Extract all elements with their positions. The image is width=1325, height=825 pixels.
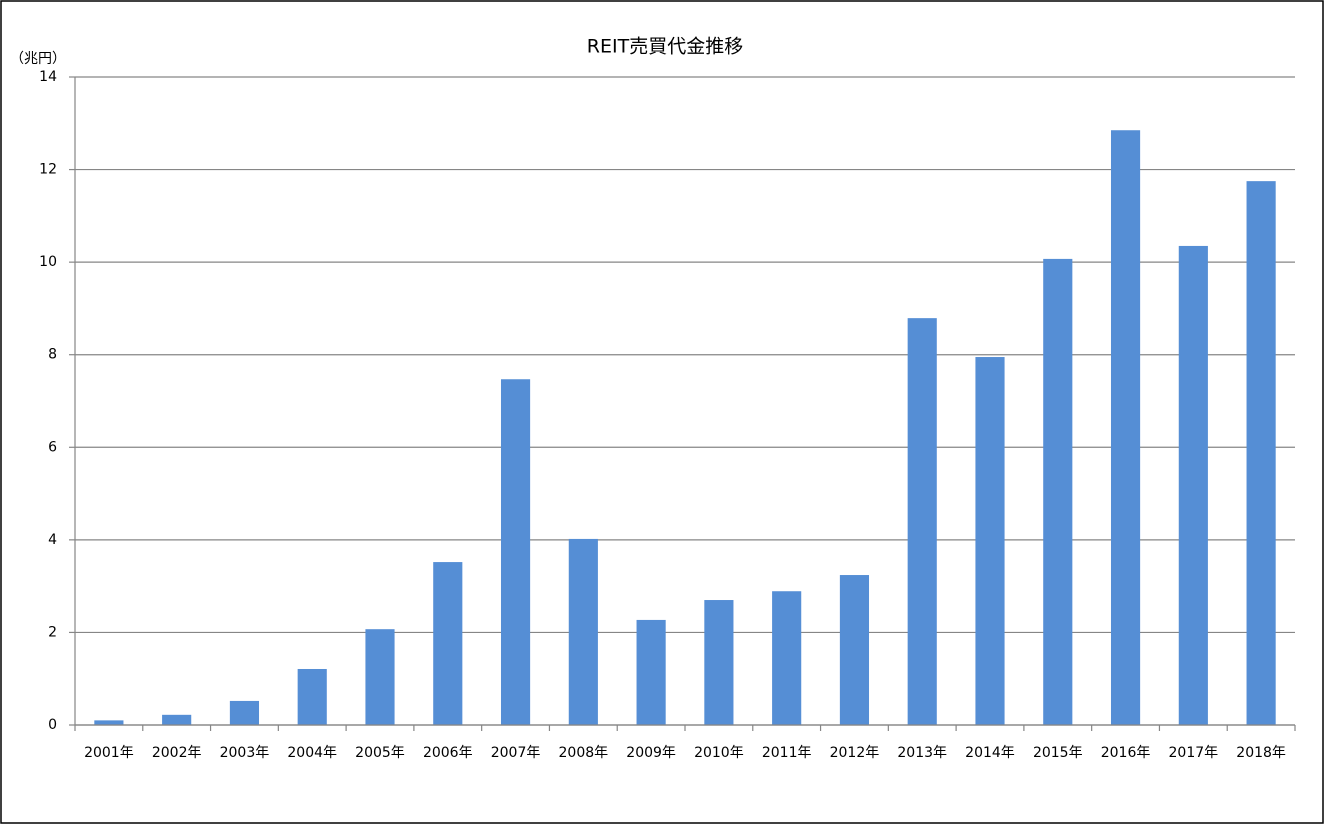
x-tick-label: 2015年: [1033, 745, 1083, 761]
bar: [94, 720, 124, 725]
bar: [636, 619, 666, 725]
x-tick-label: 2005年: [355, 745, 405, 761]
bar: [229, 700, 260, 725]
bar: [1178, 245, 1208, 725]
bar: [839, 575, 870, 725]
x-tick-label: 2009年: [626, 745, 676, 761]
bar: [162, 714, 192, 725]
chart-title: REIT売買代金推移: [587, 36, 743, 58]
x-tick-label: 2010年: [694, 745, 744, 761]
x-tick-label: 2004年: [287, 745, 337, 761]
y-axis-label: （兆円）: [10, 51, 66, 67]
bar: [433, 562, 463, 725]
bar: [975, 357, 1005, 725]
y-tick-label: 14: [39, 69, 57, 85]
x-tick-label: 2018年: [1236, 745, 1286, 761]
bar: [1246, 181, 1276, 726]
x-tick-label: 2001年: [84, 745, 134, 761]
y-tick-label: 6: [48, 439, 57, 455]
y-tick-label: 0: [48, 717, 57, 733]
bar: [772, 591, 802, 725]
x-tick-label: 2003年: [220, 745, 270, 761]
x-tick-label: 2013年: [897, 745, 947, 761]
x-tick-label: 2012年: [830, 745, 880, 761]
bar: [1110, 130, 1141, 725]
x-tick-label: 2007年: [491, 745, 541, 761]
x-tick-label: 2011年: [762, 745, 812, 761]
y-tick-label: 10: [39, 254, 57, 270]
bar: [907, 318, 937, 725]
bar: [568, 538, 598, 725]
bar: [704, 600, 734, 725]
x-tick-label: 2002年: [152, 745, 202, 761]
bar: [297, 668, 327, 725]
x-tick-label: 2014年: [965, 745, 1015, 761]
y-tick-label: 4: [48, 532, 57, 548]
x-tick-label: 2016年: [1101, 745, 1151, 761]
x-tick-label: 2008年: [559, 745, 609, 761]
bar: [365, 629, 395, 725]
bar: [1043, 258, 1073, 725]
y-tick-label: 12: [39, 162, 57, 178]
y-tick-label: 8: [48, 347, 57, 363]
x-tick-label: 2017年: [1169, 745, 1219, 761]
y-tick-label: 2: [48, 624, 57, 640]
bar: [500, 379, 531, 725]
x-tick-label: 2006年: [423, 745, 473, 761]
